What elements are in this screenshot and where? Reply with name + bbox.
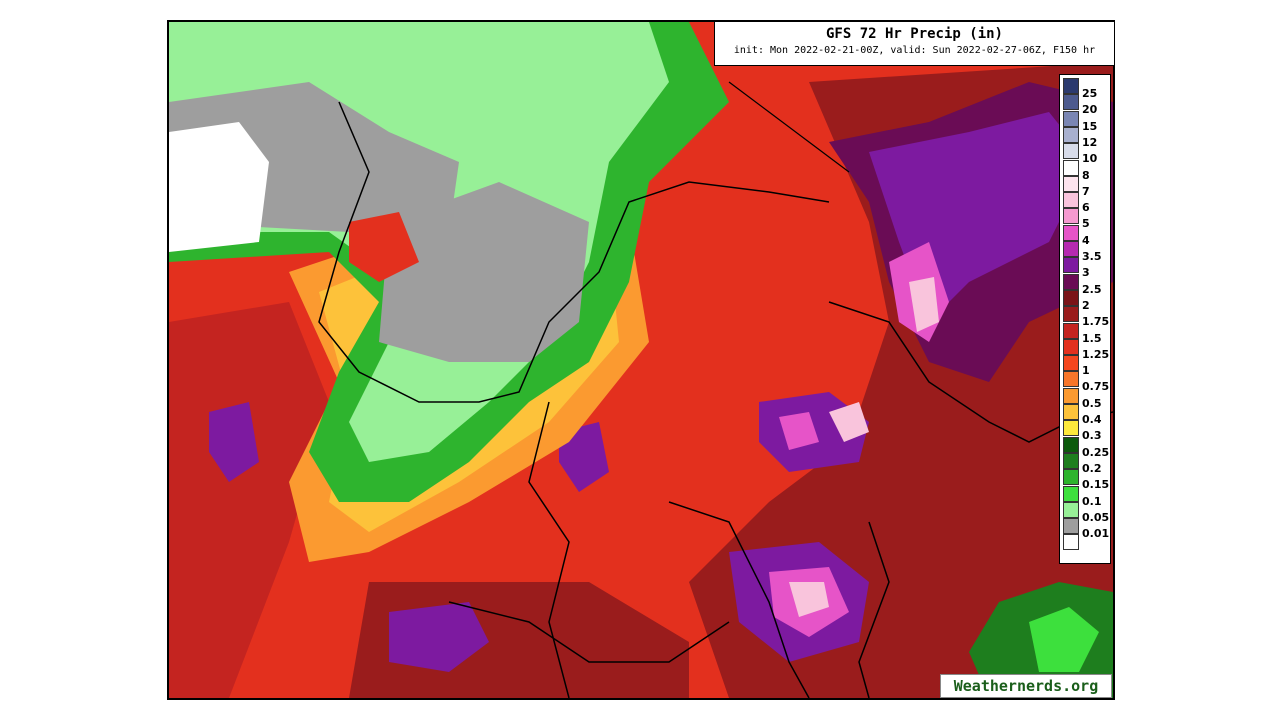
precip-map-canvas	[169, 22, 1113, 698]
legend-label: 4	[1082, 233, 1090, 247]
border-line-2	[528, 401, 570, 698]
magenta-core-2	[779, 412, 819, 450]
legend-label: 0.2	[1082, 461, 1102, 475]
legend-label: 15	[1082, 119, 1098, 133]
legend-swatch	[1063, 159, 1079, 176]
border-line-6	[858, 521, 890, 698]
legend-swatch	[1063, 355, 1079, 372]
border-line-1	[318, 101, 830, 403]
legend-label: 0.3	[1082, 429, 1102, 443]
legend-swatch	[1063, 436, 1079, 453]
legend-label: 0.5	[1082, 396, 1102, 410]
legend-label: 3.5	[1082, 250, 1102, 263]
legend-swatch	[1063, 192, 1079, 209]
purple-region-west	[209, 402, 259, 482]
legend-swatch	[1063, 534, 1079, 551]
coastline-north	[728, 81, 850, 173]
white-region-northwest	[169, 122, 269, 252]
legend-swatch	[1063, 469, 1079, 486]
legend-label: 20	[1082, 103, 1098, 117]
legend-swatch	[1063, 518, 1079, 535]
pink-core-2	[829, 402, 869, 442]
legend-label: 12	[1082, 135, 1098, 149]
legend-swatch	[1063, 501, 1079, 518]
red-region-west	[169, 302, 329, 698]
watermark: Weathernerds.org	[940, 674, 1112, 698]
precip-map	[167, 20, 1115, 700]
legend-swatch	[1063, 78, 1079, 94]
legend-swatch	[1063, 241, 1079, 257]
map-title: GFS 72 Hr Precip (in)	[825, 26, 1003, 42]
legend-swatch	[1063, 143, 1079, 160]
legend-label: 0.75	[1082, 380, 1110, 394]
legend-swatch	[1063, 452, 1079, 469]
legend-label: 2.5	[1082, 282, 1102, 296]
legend-label: 0.25	[1082, 445, 1110, 459]
legend-label: 0.4	[1082, 413, 1102, 426]
legend-swatch	[1063, 371, 1079, 388]
legend-swatch	[1063, 338, 1079, 355]
legend-swatch	[1063, 322, 1079, 339]
legend-label: 10	[1082, 152, 1098, 166]
pink-core-1	[909, 277, 939, 332]
legend-swatch	[1063, 224, 1079, 241]
legend-label: 5	[1082, 217, 1090, 231]
legend-label: 6	[1082, 201, 1090, 215]
legend-swatch	[1063, 208, 1079, 225]
legend-swatch	[1063, 387, 1079, 404]
purple-region-center-south	[559, 422, 609, 492]
legend-swatch	[1063, 273, 1079, 290]
legend-swatch	[1063, 126, 1079, 143]
red-pocket-northwest	[349, 212, 419, 282]
legend-swatch	[1063, 94, 1079, 111]
border-line-3	[668, 501, 810, 698]
legend-label: 2	[1082, 298, 1090, 312]
border-line-5	[448, 601, 730, 663]
legend-swatch	[1063, 289, 1079, 306]
gray-region-central	[379, 182, 589, 362]
legend-label: 0.05	[1082, 510, 1110, 524]
legend-swatch	[1063, 306, 1079, 323]
legend-label: 8	[1082, 168, 1090, 182]
legend-label: 1.25	[1082, 347, 1110, 361]
legend-label: 0.1	[1082, 494, 1102, 508]
legend-label: 3	[1082, 266, 1090, 280]
map-subtitle: init: Mon 2022-02-21-00Z, valid: Sun 202…	[733, 45, 1096, 56]
legend-swatch	[1063, 175, 1079, 192]
legend-swatch	[1063, 257, 1079, 274]
color-legend: 25 20 15 12 10 8 7 6 5 4 3.5 3 2.5 2 1.75 1.5 1.25 1 0.75 0…	[1059, 74, 1111, 564]
legend-label: 0.01	[1082, 527, 1110, 541]
legend-label: 1	[1082, 364, 1090, 378]
map-title-box: GFS 72 Hr Precip (in) init: Mon 2022-02-…	[714, 22, 1114, 66]
pink-core-3	[789, 582, 829, 617]
legend-swatch	[1063, 485, 1079, 502]
legend-label: 1.75	[1082, 315, 1110, 329]
legend-swatch	[1063, 404, 1079, 420]
legend-swatch	[1063, 110, 1079, 127]
legend-label: 25	[1082, 87, 1098, 100]
light-green-core-southeast	[1029, 607, 1099, 672]
legend-swatch	[1063, 420, 1079, 437]
legend-label: 7	[1082, 184, 1090, 198]
purple-region-southwest	[389, 602, 489, 672]
legend-label: 0.15	[1082, 478, 1110, 492]
legend-label: 1.5	[1082, 331, 1102, 345]
